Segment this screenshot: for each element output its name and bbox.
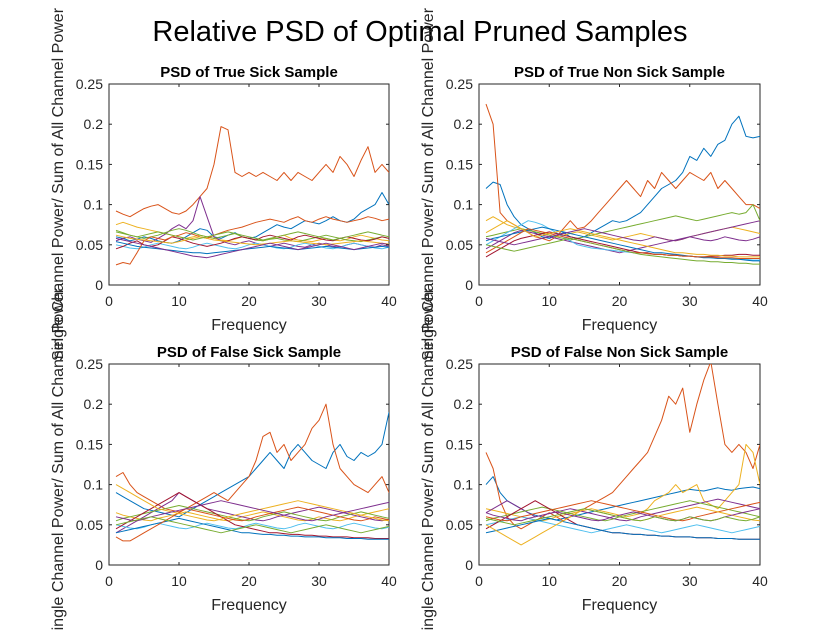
y-tick-label: 0.15 <box>76 436 103 452</box>
y-tick-label: 0.25 <box>446 356 473 372</box>
x-tick-label: 30 <box>311 293 327 309</box>
y-tick-label: 0.1 <box>84 197 104 213</box>
subplot-1: 0 10 20 30 40 0 0.05 0.1 0.15 0.2 0.25 PSD of True … <box>50 7 397 361</box>
series-line-7 <box>485 231 760 258</box>
series-group <box>485 364 760 546</box>
y-tick-label: 0 <box>465 277 473 293</box>
y-tick-label: 0 <box>95 277 103 293</box>
series-line-8 <box>485 517 760 540</box>
x-axis-label: Frequency <box>211 317 287 334</box>
x-axis-label: Frequency <box>582 317 658 334</box>
subplot-2: 0 10 20 30 40 0 0.05 0.1 0.15 0.2 0.25 PSD of True … <box>420 7 768 361</box>
y-tick-label: 0.05 <box>446 237 473 253</box>
y-tick-label: 0.05 <box>446 517 473 533</box>
y-tick-label: 0.2 <box>84 396 104 412</box>
y-tick-label: 0.15 <box>446 156 473 172</box>
series-line-12 <box>115 516 389 534</box>
series-line-5 <box>485 500 760 522</box>
subplot-grid: 0 10 20 30 40 0 0.05 0.1 0.15 0.2 0.25 PSD of True … <box>50 7 768 630</box>
y-tick-label: 0.25 <box>446 76 473 92</box>
y-tick-label: 0.25 <box>76 356 103 372</box>
series-line-7 <box>115 492 389 539</box>
y-tick-label: 0.1 <box>454 197 474 213</box>
series-line-6 <box>485 516 760 534</box>
subplot-title: PSD of True Sick Sample <box>160 64 338 81</box>
x-tick-label: 0 <box>475 573 483 589</box>
series-line-10 <box>485 220 760 258</box>
subplot-3: 0 10 20 30 40 0 0.05 0.1 0.15 0.2 0.25 PSD of False… <box>50 287 397 630</box>
series-line-2 <box>115 126 389 218</box>
x-tick-label: 10 <box>171 573 187 589</box>
series-group <box>485 103 760 265</box>
y-tick-label: 0.1 <box>454 477 474 493</box>
series-group <box>115 126 389 266</box>
y-axis-label: Single Channel Power/ Sum of All Channel… <box>420 7 437 361</box>
series-line-5 <box>485 204 760 241</box>
axes-box <box>478 363 761 566</box>
x-axis-label: Frequency <box>211 597 287 614</box>
axes-box <box>108 363 390 566</box>
x-tick-label: 0 <box>105 293 113 309</box>
y-axis-label: Single Channel Power/ Sum of All Channel… <box>50 7 67 361</box>
series-line-6 <box>115 522 389 530</box>
y-tick-label: 0.1 <box>84 477 104 493</box>
series-line-12 <box>485 237 760 265</box>
subplot-title: PSD of False Non Sick Sample <box>511 344 729 361</box>
y-tick-label: 0.05 <box>76 237 103 253</box>
series-group <box>115 403 389 542</box>
x-tick-label: 10 <box>541 573 557 589</box>
axes-box <box>108 83 390 286</box>
x-tick-label: 10 <box>541 293 557 309</box>
series-line-10 <box>115 484 389 522</box>
x-tick-label: 20 <box>612 293 628 309</box>
subplot-title: PSD of False Sick Sample <box>157 344 341 361</box>
x-tick-label: 40 <box>381 293 397 309</box>
figure-title: Relative PSD of Optimal Pruned Samples <box>152 16 687 48</box>
y-tick-label: 0.15 <box>446 436 473 452</box>
x-tick-label: 20 <box>241 573 257 589</box>
series-line-1 <box>115 412 389 518</box>
y-tick-label: 0 <box>465 557 473 573</box>
x-tick-label: 40 <box>381 573 397 589</box>
series-line-11 <box>115 500 389 522</box>
series-line-3 <box>115 508 389 522</box>
series-line-10 <box>115 234 389 246</box>
series-line-12 <box>115 231 389 241</box>
subplot-title: PSD of True Non Sick Sample <box>514 64 725 81</box>
series-line-9 <box>115 216 389 266</box>
x-tick-label: 40 <box>752 293 768 309</box>
x-tick-label: 30 <box>682 293 698 309</box>
y-tick-label: 0 <box>95 557 103 573</box>
y-tick-label: 0.2 <box>454 396 474 412</box>
x-tick-label: 30 <box>682 573 698 589</box>
series-line-11 <box>115 237 389 259</box>
series-line-9 <box>115 506 389 542</box>
y-axis-label: Single Channel Power/ Sum of All Channel… <box>420 287 437 630</box>
x-tick-label: 10 <box>171 293 187 309</box>
y-tick-label: 0.15 <box>76 156 103 172</box>
y-axis-label: Single Channel Power/ Sum of All Channel… <box>50 287 67 630</box>
x-axis-label: Frequency <box>582 597 658 614</box>
y-tick-label: 0.05 <box>76 517 103 533</box>
series-line-11 <box>485 228 760 246</box>
x-tick-label: 0 <box>105 573 113 589</box>
y-tick-label: 0.2 <box>454 116 474 132</box>
y-tick-label: 0.2 <box>84 116 104 132</box>
x-tick-label: 20 <box>612 573 628 589</box>
x-tick-label: 20 <box>241 293 257 309</box>
x-tick-label: 30 <box>311 573 327 589</box>
series-line-12 <box>485 508 760 526</box>
y-tick-label: 0.25 <box>76 76 103 92</box>
subplot-4: 0 10 20 30 40 0 0.05 0.1 0.15 0.2 0.25 PSD of False… <box>420 287 768 630</box>
x-tick-label: 0 <box>475 293 483 309</box>
x-tick-label: 40 <box>752 573 768 589</box>
series-line-9 <box>485 500 760 522</box>
